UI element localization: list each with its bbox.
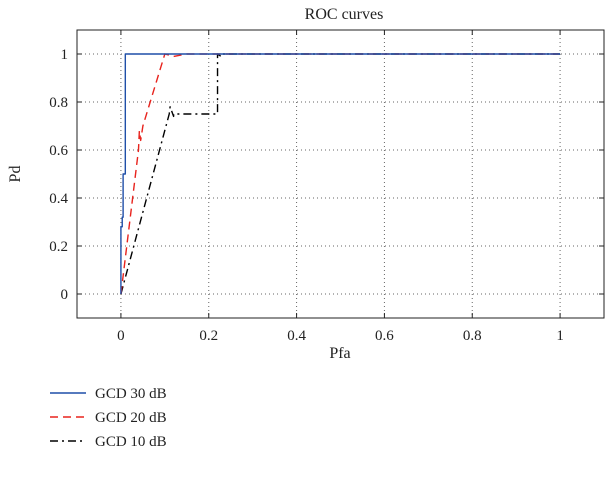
y-axis-label: Pd [7, 166, 24, 183]
y-tick-label: 1 [61, 47, 69, 63]
series-line [120, 53, 561, 295]
y-tick-label: 0.4 [49, 191, 68, 207]
y-tick-label: 0 [61, 287, 69, 303]
x-tick-label: 0.8 [463, 328, 482, 344]
legend-label: GCD 10 dB [95, 434, 167, 450]
legend: GCD 30 dB GCD 20 dB GCD 10 dB [50, 386, 167, 450]
legend-label: GCD 30 dB [95, 386, 167, 402]
x-axis-label: Pfa [329, 345, 350, 362]
x-tick-label: 0.4 [287, 328, 306, 344]
series-line [120, 53, 561, 294]
grid-lines [77, 30, 604, 318]
series-layer [120, 53, 561, 295]
plot-frame [76, 29, 605, 319]
y-tick-label: 0.8 [49, 95, 68, 111]
y-tick-labels: 0 0.2 0.4 0.6 0.8 1 [49, 47, 68, 303]
tick-marks [77, 30, 604, 318]
y-tick-label: 0.6 [49, 143, 68, 159]
x-tick-labels: 0 0.2 0.4 0.6 0.8 1 [117, 328, 564, 344]
x-tick-label: 0 [117, 328, 125, 344]
x-tick-label: 1 [556, 328, 564, 344]
series-line [120, 53, 561, 295]
y-tick-label: 0.2 [49, 239, 68, 255]
x-tick-label: 0.2 [199, 328, 218, 344]
legend-label: GCD 20 dB [95, 410, 167, 426]
chart-title: ROC curves [305, 6, 384, 23]
x-tick-label: 0.6 [375, 328, 394, 344]
